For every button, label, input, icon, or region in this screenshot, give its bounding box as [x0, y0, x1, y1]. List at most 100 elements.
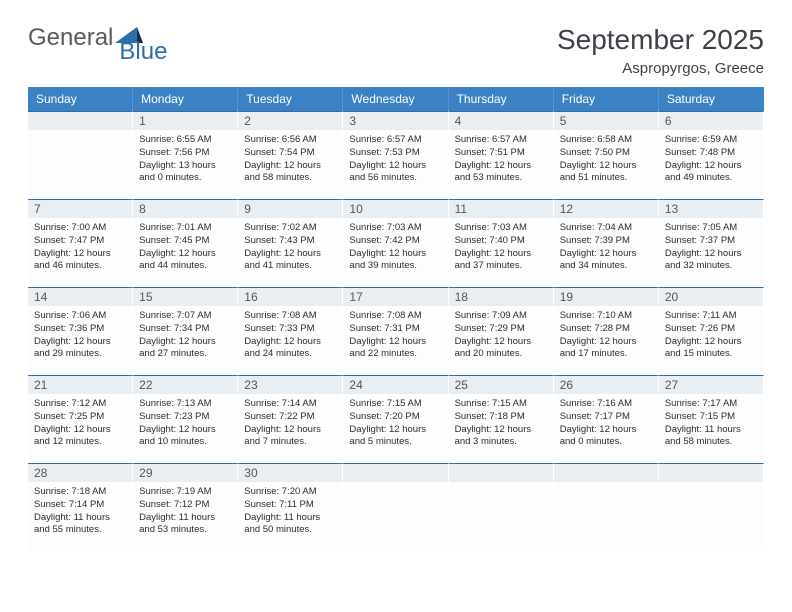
sunrise-line: Sunrise: 7:14 AM: [244, 398, 336, 411]
location: Aspropyrgos, Greece: [557, 60, 764, 77]
sunrise-line: Sunrise: 7:11 AM: [665, 310, 757, 323]
sunset-line: Sunset: 7:18 PM: [455, 411, 547, 424]
sunrise-line: Sunrise: 7:18 AM: [34, 486, 126, 499]
sunset-line: Sunset: 7:40 PM: [455, 235, 547, 248]
daylight-line: Daylight: 12 hours and 0 minutes.: [560, 424, 652, 450]
sunset-line: Sunset: 7:53 PM: [349, 147, 441, 160]
daylight-line: Daylight: 12 hours and 56 minutes.: [349, 160, 441, 186]
daylight-line: Daylight: 12 hours and 58 minutes.: [244, 160, 336, 186]
dayname-tuesday: Tuesday: [238, 87, 343, 111]
day-cell-5: 5Sunrise: 6:58 AMSunset: 7:50 PMDaylight…: [554, 111, 659, 199]
day-cell-22: 22Sunrise: 7:13 AMSunset: 7:23 PMDayligh…: [133, 375, 238, 463]
sunrise-line: Sunrise: 7:01 AM: [139, 222, 231, 235]
day-number: 16: [238, 288, 342, 306]
sunset-line: Sunset: 7:25 PM: [34, 411, 126, 424]
sunset-line: Sunset: 7:34 PM: [139, 323, 231, 336]
sunset-line: Sunset: 7:56 PM: [139, 147, 231, 160]
daylight-line: Daylight: 12 hours and 53 minutes.: [455, 160, 547, 186]
daylight-line: Daylight: 12 hours and 51 minutes.: [560, 160, 652, 186]
sunrise-line: Sunrise: 7:12 AM: [34, 398, 126, 411]
daylight-line: Daylight: 12 hours and 34 minutes.: [560, 248, 652, 274]
day-cell-21: 21Sunrise: 7:12 AMSunset: 7:25 PMDayligh…: [28, 375, 133, 463]
sunrise-line: Sunrise: 7:08 AM: [349, 310, 441, 323]
day-cell-15: 15Sunrise: 7:07 AMSunset: 7:34 PMDayligh…: [133, 287, 238, 375]
daylight-line: Daylight: 12 hours and 7 minutes.: [244, 424, 336, 450]
day-cell-13: 13Sunrise: 7:05 AMSunset: 7:37 PMDayligh…: [659, 199, 764, 287]
dayname-sunday: Sunday: [28, 87, 133, 111]
sunrise-line: Sunrise: 7:04 AM: [560, 222, 652, 235]
sunset-line: Sunset: 7:20 PM: [349, 411, 441, 424]
sunrise-line: Sunrise: 6:59 AM: [665, 134, 757, 147]
daylight-line: Daylight: 12 hours and 44 minutes.: [139, 248, 231, 274]
sunset-line: Sunset: 7:43 PM: [244, 235, 336, 248]
day-cell-9: 9Sunrise: 7:02 AMSunset: 7:43 PMDaylight…: [238, 199, 343, 287]
daylight-line: Daylight: 13 hours and 0 minutes.: [139, 160, 231, 186]
day-number: 18: [449, 288, 553, 306]
day-cell-25: 25Sunrise: 7:15 AMSunset: 7:18 PMDayligh…: [449, 375, 554, 463]
sunrise-line: Sunrise: 7:00 AM: [34, 222, 126, 235]
daylight-line: Daylight: 12 hours and 46 minutes.: [34, 248, 126, 274]
day-number: 23: [238, 376, 342, 394]
sunrise-line: Sunrise: 7:19 AM: [139, 486, 231, 499]
calendar-body: 1Sunrise: 6:55 AMSunset: 7:56 PMDaylight…: [28, 111, 764, 551]
daylight-line: Daylight: 12 hours and 29 minutes.: [34, 336, 126, 362]
daylight-line: Daylight: 12 hours and 15 minutes.: [665, 336, 757, 362]
sunset-line: Sunset: 7:28 PM: [560, 323, 652, 336]
day-cell-17: 17Sunrise: 7:08 AMSunset: 7:31 PMDayligh…: [343, 287, 448, 375]
day-cell-16: 16Sunrise: 7:08 AMSunset: 7:33 PMDayligh…: [238, 287, 343, 375]
empty-cell: [554, 463, 659, 551]
day-number: 17: [343, 288, 447, 306]
day-number: 8: [133, 200, 237, 218]
empty-cell: [28, 111, 133, 199]
daylight-line: Daylight: 12 hours and 5 minutes.: [349, 424, 441, 450]
sunrise-line: Sunrise: 7:05 AM: [665, 222, 757, 235]
day-number: 10: [343, 200, 447, 218]
day-cell-24: 24 Sunrise: 7:15 AMSunset: 7:20 PMDayligh…: [343, 375, 448, 463]
daylight-line: Daylight: 11 hours and 55 minutes.: [34, 512, 126, 538]
header: General Blue September 2025 Aspropyrgos,…: [28, 24, 764, 77]
sunset-line: Sunset: 7:36 PM: [34, 323, 126, 336]
daylight-line: Daylight: 11 hours and 58 minutes.: [665, 424, 757, 450]
day-number: 1: [133, 112, 237, 130]
day-cell-11: 11Sunrise: 7:03 AMSunset: 7:40 PMDayligh…: [449, 199, 554, 287]
day-cell-8: 8Sunrise: 7:01 AMSunset: 7:45 PMDaylight…: [133, 199, 238, 287]
day-number: 4: [449, 112, 553, 130]
sunrise-line: Sunrise: 7:16 AM: [560, 398, 652, 411]
logo-text-general: General: [28, 24, 113, 52]
sunrise-line: Sunrise: 7:15 AM: [349, 398, 441, 411]
day-number: 28: [28, 464, 132, 482]
sunrise-line: Sunrise: 7:20 AM: [244, 486, 336, 499]
sunset-line: Sunset: 7:42 PM: [349, 235, 441, 248]
dayname-monday: Monday: [133, 87, 238, 111]
day-cell-14: 14Sunrise: 7:06 AMSunset: 7:36 PMDayligh…: [28, 287, 133, 375]
day-cell-28: 28Sunrise: 7:18 AMSunset: 7:14 PMDayligh…: [28, 463, 133, 551]
daylight-line: Daylight: 12 hours and 17 minutes.: [560, 336, 652, 362]
daylight-line: Daylight: 12 hours and 12 minutes.: [34, 424, 126, 450]
day-number: 25: [449, 376, 553, 394]
logo-text-blue: Blue: [119, 38, 167, 66]
sunset-line: Sunset: 7:26 PM: [665, 323, 757, 336]
daylight-line: Daylight: 12 hours and 41 minutes.: [244, 248, 336, 274]
sunrise-line: Sunrise: 6:57 AM: [349, 134, 441, 147]
sunrise-line: Sunrise: 7:08 AM: [244, 310, 336, 323]
day-number: 5: [554, 112, 658, 130]
sunset-line: Sunset: 7:15 PM: [665, 411, 757, 424]
day-cell-19: 19Sunrise: 7:10 AMSunset: 7:28 PMDayligh…: [554, 287, 659, 375]
day-number: 19: [554, 288, 658, 306]
daylight-line: Daylight: 12 hours and 10 minutes.: [139, 424, 231, 450]
day-number: 7: [28, 200, 132, 218]
sunrise-line: Sunrise: 7:06 AM: [34, 310, 126, 323]
sunrise-line: Sunrise: 7:09 AM: [455, 310, 547, 323]
day-number: 30: [238, 464, 342, 482]
logo: General Blue: [28, 24, 193, 52]
sunrise-line: Sunrise: 7:03 AM: [455, 222, 547, 235]
day-cell-30: 30Sunrise: 7:20 AMSunset: 7:11 PMDayligh…: [238, 463, 343, 551]
day-number: 24: [343, 376, 447, 394]
dayname-thursday: Thursday: [449, 87, 554, 111]
daylight-line: Daylight: 11 hours and 53 minutes.: [139, 512, 231, 538]
day-cell-1: 1Sunrise: 6:55 AMSunset: 7:56 PMDaylight…: [133, 111, 238, 199]
sunrise-line: Sunrise: 7:15 AM: [455, 398, 547, 411]
sunset-line: Sunset: 7:39 PM: [560, 235, 652, 248]
day-number: 27: [659, 376, 763, 394]
dayname-wednesday: Wednesday: [343, 87, 448, 111]
